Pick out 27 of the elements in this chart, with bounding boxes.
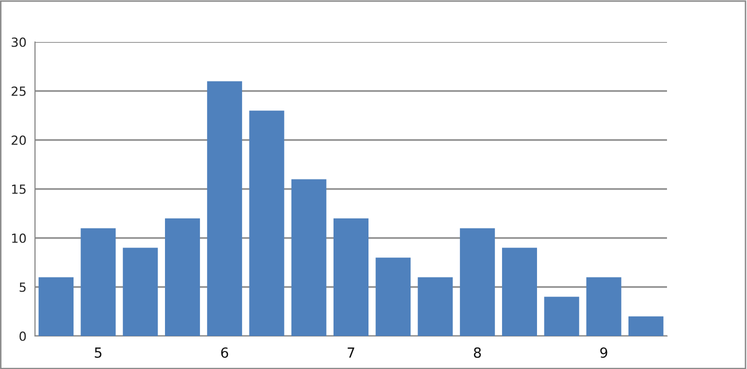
bar: [80, 228, 116, 336]
y-tick-label: 30: [12, 37, 26, 47]
x-tick-label: 5: [94, 348, 102, 358]
y-tick-label: 25: [12, 86, 26, 96]
x-tick-label: 9: [600, 347, 608, 358]
bar: [207, 81, 242, 336]
x-tick-label: 8: [474, 347, 481, 358]
bar: [334, 218, 368, 336]
bar: [460, 228, 495, 336]
x-tick-label: 6: [221, 347, 228, 358]
x-tick-label: 7: [348, 348, 354, 358]
y-tick-label: 15: [12, 184, 26, 194]
y-tick-label: 10: [12, 233, 26, 243]
y-tick-label: 5: [20, 282, 26, 292]
bar: [586, 277, 622, 336]
bar: [376, 258, 411, 336]
bar: [164, 218, 200, 336]
bar: [418, 277, 453, 336]
y-tick-label: 0: [20, 331, 26, 341]
y-tick-label: 20: [12, 135, 26, 145]
bar: [249, 110, 284, 336]
bar: [544, 296, 580, 336]
bar: [122, 248, 158, 336]
bar: [38, 277, 74, 336]
bar: [502, 248, 538, 336]
bar: [291, 179, 326, 336]
bar: [628, 316, 664, 336]
